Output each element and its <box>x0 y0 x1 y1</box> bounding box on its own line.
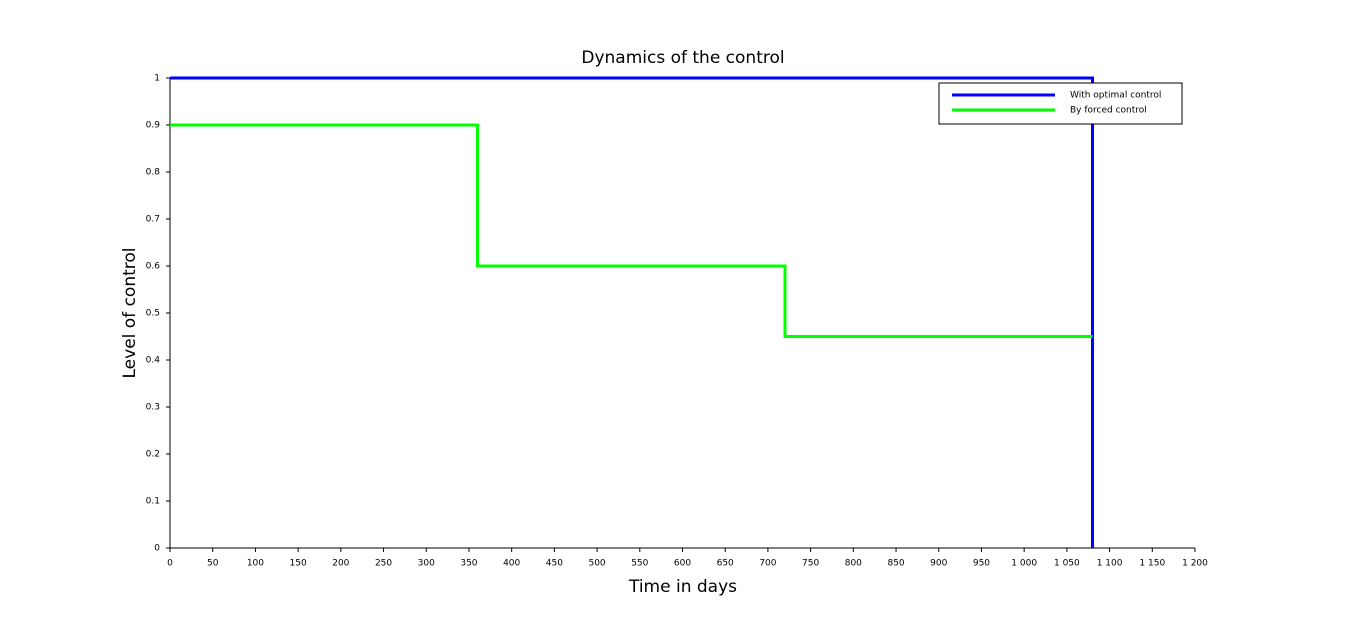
x-tick-label: 1 200 <box>1182 559 1208 569</box>
x-tick-label: 1 100 <box>1097 559 1123 569</box>
legend-label: By forced control <box>1070 106 1147 116</box>
x-tick-label: 950 <box>973 559 990 569</box>
y-tick-label: 0.6 <box>146 262 161 272</box>
series-line <box>170 123 1093 338</box>
x-tick-label: 600 <box>674 559 691 569</box>
x-tick-label: 0 <box>167 559 173 569</box>
x-tick-label: 50 <box>207 559 219 569</box>
y-tick-label: 0.2 <box>146 450 160 460</box>
x-tick-label: 500 <box>588 559 605 569</box>
y-tick-label: 0.9 <box>146 121 161 131</box>
y-axis-label: Level of control <box>120 248 140 379</box>
legend-box <box>938 82 1183 125</box>
x-axis-label: Time in days <box>628 577 737 597</box>
y-tick-label: 0.5 <box>146 309 160 319</box>
x-tick-label: 400 <box>503 559 520 569</box>
x-tick-label: 150 <box>290 559 307 569</box>
legend-label: With optimal control <box>1070 91 1161 101</box>
series-line <box>170 76 1094 548</box>
y-tick-label: 1 <box>154 74 160 84</box>
legend: With optimal control By forced control <box>938 82 1183 125</box>
x-tick-label: 850 <box>887 559 904 569</box>
x-tick-label: 200 <box>332 559 349 569</box>
x-tick-label: 1 150 <box>1139 559 1165 569</box>
y-tick-label: 0 <box>154 544 160 554</box>
y-tick-label: 0.3 <box>146 403 160 413</box>
x-tick-label: 550 <box>631 559 648 569</box>
x-tick-label: 750 <box>802 559 819 569</box>
x-tick-label: 700 <box>759 559 776 569</box>
x-tick-label: 1 050 <box>1054 559 1080 569</box>
x-tick-label: 350 <box>460 559 477 569</box>
x-tick-label: 250 <box>375 559 392 569</box>
x-tick-label: 100 <box>247 559 264 569</box>
y-tick-label: 0.4 <box>146 356 161 366</box>
y-tick-label: 0.1 <box>146 497 160 507</box>
x-tick-label: 1 000 <box>1011 559 1037 569</box>
chart-title: Dynamics of the control <box>581 48 784 68</box>
y-tick-label: 0.7 <box>146 215 160 225</box>
x-tick-label: 800 <box>845 559 862 569</box>
y-tick-label: 0.8 <box>146 168 161 178</box>
x-tick-label: 450 <box>546 559 563 569</box>
x-tick-label: 900 <box>930 559 947 569</box>
x-tick-label: 300 <box>418 559 435 569</box>
x-tick-label: 650 <box>717 559 734 569</box>
